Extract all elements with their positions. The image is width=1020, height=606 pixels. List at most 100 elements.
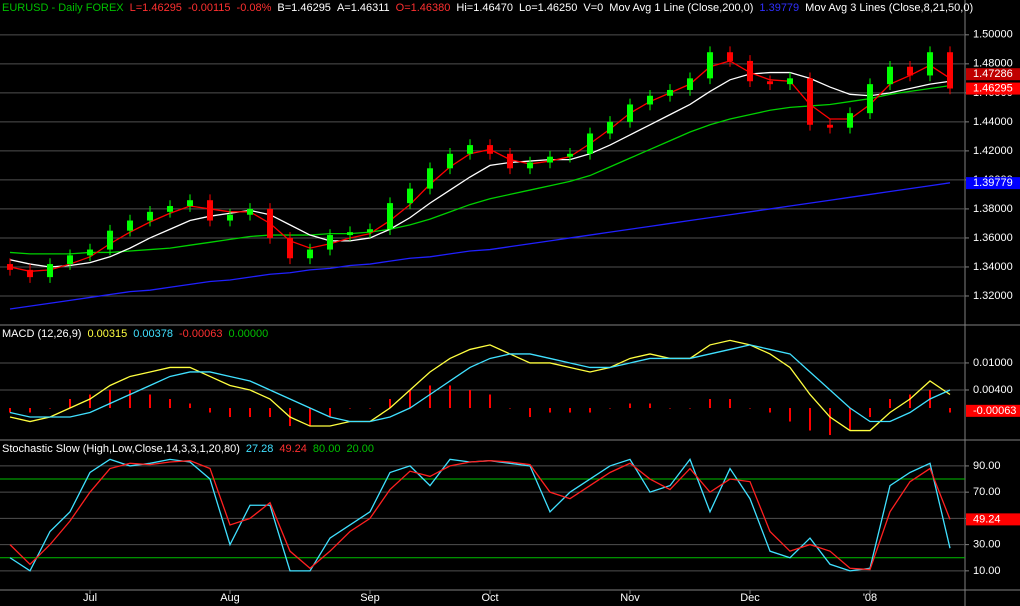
y-tick-label: 1.32000	[973, 290, 1013, 302]
candle-body	[747, 60, 753, 82]
histogram-bar	[169, 398, 171, 409]
candle-body	[67, 255, 73, 265]
histogram-bar	[469, 389, 471, 409]
candle-body	[567, 153, 573, 157]
histogram-bar	[9, 408, 11, 413]
header-text: 20.00	[346, 443, 374, 455]
histogram-bar	[209, 408, 211, 413]
histogram-bar	[849, 408, 851, 431]
histogram-bar	[589, 408, 591, 413]
header-text: 80.00	[313, 443, 341, 455]
histogram-bar	[49, 408, 51, 409]
header-text: A=1.46311	[337, 2, 390, 14]
candle-body	[587, 133, 593, 154]
y-tick-label: 1.36000	[973, 232, 1013, 244]
histogram-bar	[129, 389, 131, 409]
histogram-bar	[89, 394, 91, 409]
histogram-bar	[29, 408, 31, 413]
candle-body	[767, 81, 773, 85]
histogram-bar	[669, 408, 671, 409]
header-text: -0.00115	[188, 2, 231, 14]
histogram-bar	[829, 408, 831, 436]
candle-body	[387, 203, 393, 230]
y-tick-label: 1.38000	[973, 203, 1013, 215]
candle-body	[207, 200, 213, 221]
price-marker-label: 1.39779	[973, 177, 1013, 189]
header-text: V=0	[583, 2, 603, 14]
price-marker	[966, 68, 1020, 81]
header-text: 1.39779	[759, 2, 799, 14]
candle-body	[227, 214, 233, 221]
candle-body	[627, 104, 633, 122]
histogram-bar	[489, 394, 491, 409]
histogram-bar	[229, 408, 231, 418]
candle-body	[807, 78, 813, 125]
y-tick-label: 1.42000	[973, 145, 1013, 157]
indicator-line	[9, 460, 951, 571]
candle-body	[47, 264, 53, 278]
header-text: 0.00000	[228, 328, 268, 340]
x-tick-label: Aug	[220, 592, 240, 604]
histogram-bar	[949, 408, 951, 413]
candle-body	[187, 200, 193, 207]
histogram-bar	[149, 394, 151, 409]
histogram-bar	[629, 403, 631, 409]
candle-body	[407, 188, 413, 204]
x-tick-label: '08	[863, 592, 877, 604]
header-text: Lo=1.46250	[519, 2, 577, 14]
candle-body	[167, 206, 173, 212]
y-tick-label: 10.00	[973, 565, 1001, 577]
moving-average	[9, 182, 951, 310]
histogram-bar	[509, 408, 511, 409]
histogram-bar	[569, 408, 571, 413]
candle-body	[267, 208, 273, 238]
candle-body	[127, 220, 133, 231]
candle-body	[647, 95, 653, 105]
moving-average	[9, 71, 951, 268]
indicator-line	[9, 339, 951, 432]
histogram-bar	[109, 389, 111, 409]
histogram-bar	[429, 385, 431, 409]
histogram-bar	[329, 408, 331, 418]
histogram-bar	[649, 403, 651, 409]
candle-body	[947, 52, 953, 89]
histogram-bar	[689, 408, 691, 409]
histogram-bar	[389, 398, 391, 409]
candle-body	[687, 78, 693, 90]
candle-body	[327, 235, 333, 250]
header-text: -0.00063	[179, 328, 222, 340]
y-tick-label: 1.34000	[973, 261, 1013, 273]
candle-body	[427, 168, 433, 189]
header-text: Mov Avg 1 Line (Close,200,0)	[609, 2, 753, 14]
candle-body	[727, 52, 733, 61]
histogram-bar	[369, 408, 371, 409]
x-tick-label: Dec	[740, 592, 760, 604]
price-marker-label: 49.24	[973, 513, 1001, 525]
candle-body	[287, 237, 293, 259]
candle-body	[87, 249, 93, 256]
histogram-bar	[709, 398, 711, 409]
header-text: Mov Avg 3 Lines (Close,8,21,50,0)	[805, 2, 973, 14]
price-marker	[966, 82, 1020, 95]
header-text: B=1.46295	[277, 2, 331, 14]
header-text: -0.08%	[237, 2, 272, 14]
y-tick-label: 30.00	[973, 539, 1001, 551]
histogram-bar	[269, 408, 271, 418]
histogram-bar	[349, 408, 351, 409]
header-text: Hi=1.46470	[456, 2, 513, 14]
header-text: Stochastic Slow (High,Low,Close,14,3,3,1…	[2, 443, 240, 455]
candle-body	[667, 89, 673, 96]
candle-body	[867, 84, 873, 114]
header-text: EURUSD - Daily FOREX	[2, 2, 124, 14]
header-text: O=1.46380	[396, 2, 451, 14]
header-text: 0.00378	[133, 328, 173, 340]
price-marker	[966, 177, 1020, 190]
y-tick-label: 70.00	[973, 486, 1001, 498]
moving-average	[9, 84, 951, 255]
candle-body	[447, 153, 453, 169]
candle-body	[307, 249, 313, 259]
candle-body	[707, 52, 713, 79]
histogram-bar	[749, 408, 751, 409]
header-text: L=1.46295	[130, 2, 182, 14]
